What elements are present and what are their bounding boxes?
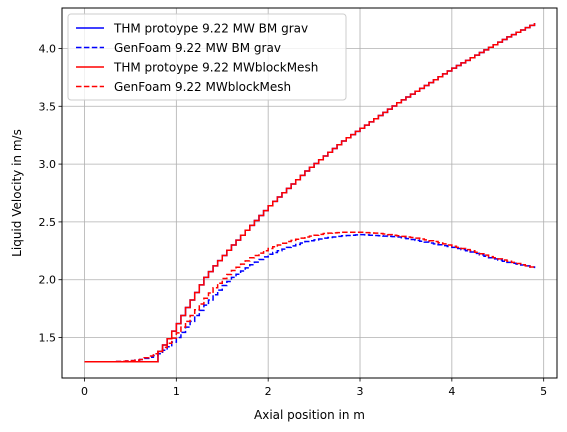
y-tick-label: 3.0 [39,158,57,171]
series-line-4 [84,231,536,363]
legend-label-1: THM protoype 9.22 MW BM grav [113,22,308,36]
y-tick-label: 3.5 [39,100,57,113]
y-tick-label: 2.5 [39,216,57,229]
plot-frame [61,7,558,379]
x-tick-label: 4 [448,385,455,398]
series-line-3 [84,23,536,363]
y-tick-label: 1.5 [39,332,57,345]
plot-series [84,23,536,363]
y-tick-label: 2.0 [39,274,57,287]
y-tick-label: 4.0 [39,42,57,55]
legend-label-4: GenFoam 9.22 MWblockMesh [114,80,291,94]
x-axis-ticks: 0 1 2 3 4 5 [81,378,547,398]
legend-label-3: THM protoype 9.22 MWblockMesh [113,61,318,75]
legend-label-2: GenFoam 9.22 MW BM grav [114,41,281,55]
x-tick-label: 3 [357,385,364,398]
legend: THM protoype 9.22 MW BM grav GenFoam 9.22… [67,13,347,101]
x-tick-label: 1 [173,385,180,398]
x-tick-label: 0 [81,385,88,398]
x-axis-label: Axial position in m [254,408,365,422]
x-tick-label: 2 [265,385,272,398]
legend-box [67,13,347,101]
y-axis-label: Liquid Velocity in m/s [10,129,24,257]
x-tick-label: 5 [540,385,547,398]
y-axis-ticks: 1.5 2.0 2.5 3.0 3.5 4.0 [39,42,62,345]
